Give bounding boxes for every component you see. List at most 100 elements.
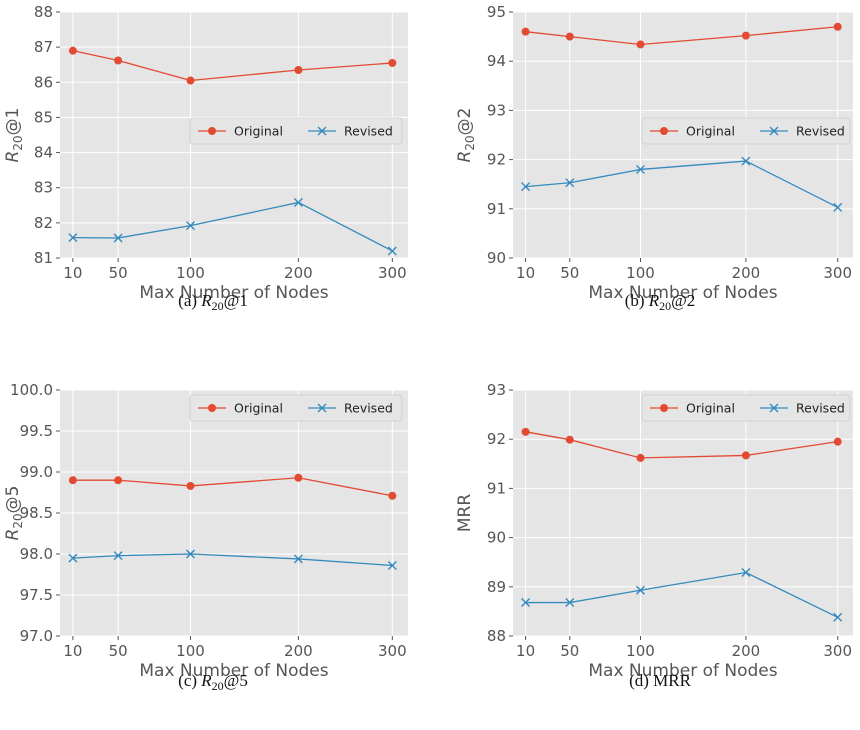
legend-label-original: Original: [686, 401, 735, 416]
x-tick-label: 100: [626, 264, 655, 282]
data-point-revised: [636, 585, 645, 595]
data-point-original: [114, 56, 123, 65]
x-tick-label: 10: [63, 264, 82, 282]
legend-box: [189, 394, 403, 422]
y-tick-label: 98.5: [20, 504, 53, 522]
x-axis-title: Max Number of Nodes: [588, 661, 777, 681]
y-tick-label: 88: [34, 3, 53, 21]
x-tick-label: 100: [176, 642, 205, 660]
data-point-revised: [565, 178, 575, 188]
legend-marker-revised: [769, 126, 779, 136]
data-point-revised: [68, 233, 78, 243]
legend-marker-revised: [317, 126, 327, 136]
data-point-revised: [68, 553, 78, 563]
y-tick-label: 92: [487, 151, 506, 169]
data-point-revised: [186, 549, 195, 559]
data-point-revised: [741, 156, 751, 166]
y-tick-label: 92: [487, 430, 506, 448]
data-point-revised: [521, 598, 531, 608]
data-point-original: [294, 65, 303, 74]
x-tick-label: 50: [109, 642, 128, 660]
data-point-revised: [387, 246, 397, 256]
plot-area: [513, 390, 853, 636]
y-tick-label: 82: [34, 214, 53, 232]
x-tick-label: 50: [109, 264, 128, 282]
legend-box: [641, 117, 851, 145]
legend-marker-revised: [317, 403, 327, 413]
y-tick-label: 85: [34, 108, 53, 126]
data-point-original: [68, 476, 77, 485]
chart-panel-2: 90 91 92 93 94 95 10 50 100 200 300 Max Number of N…: [455, 3, 853, 313]
x-tick-label: 10: [63, 642, 82, 660]
x-tick-label: 300: [823, 642, 852, 660]
y-tick-label: 88: [487, 627, 506, 645]
data-point-original: [186, 481, 195, 490]
x-tick-label: 100: [626, 642, 655, 660]
data-point-revised: [636, 164, 645, 174]
data-point-original: [294, 473, 303, 482]
legend-label-original: Original: [234, 124, 283, 139]
data-point-original: [68, 46, 77, 55]
y-axis-title: R20@2: [455, 108, 477, 163]
legend-label-revised: Revised: [796, 124, 845, 139]
y-tick-label: 84: [34, 144, 53, 162]
data-point-original: [388, 491, 397, 500]
data-point-revised: [113, 233, 123, 243]
x-tick-label: 200: [732, 264, 761, 282]
data-point-original: [521, 27, 530, 36]
x-tick-label: 50: [560, 642, 579, 660]
data-point-revised: [113, 551, 123, 561]
panel-caption: (b) R20@2: [625, 291, 696, 313]
x-tick-label: 100: [176, 264, 205, 282]
y-tick-label: 91: [487, 200, 506, 218]
y-tick-label: 100.0: [10, 381, 53, 399]
data-point-original: [636, 40, 645, 49]
legend-label-revised: Revised: [796, 401, 845, 416]
legend-box: [641, 394, 851, 422]
y-tick-label: 99.0: [20, 463, 53, 481]
legend-label-revised: Revised: [344, 401, 393, 416]
data-point-revised: [293, 554, 303, 564]
data-point-revised: [833, 612, 843, 622]
y-axis-title: MRR: [455, 494, 475, 532]
legend-label-original: Original: [234, 401, 283, 416]
y-tick-label: 94: [487, 52, 506, 70]
x-axis-title: Max Number of Nodes: [588, 283, 777, 303]
data-point-original: [388, 58, 397, 67]
legend-marker-original: [660, 404, 668, 412]
data-point-original: [741, 31, 750, 40]
x-tick-label: 10: [516, 264, 535, 282]
y-tick-label: 95: [487, 3, 506, 21]
data-point-original: [114, 476, 123, 485]
x-tick-label: 300: [378, 264, 407, 282]
data-point-original: [833, 437, 842, 446]
legend-label-revised: Revised: [344, 124, 393, 139]
data-point-original: [565, 435, 574, 444]
y-tick-label: 90: [487, 529, 506, 547]
data-point-original: [565, 32, 574, 41]
y-tick-label: 90: [487, 249, 506, 267]
y-axis-title: R20@1: [3, 108, 25, 163]
y-tick-label: 98.0: [20, 545, 53, 563]
y-tick-label: 83: [34, 179, 53, 197]
y-tick-label: 97.5: [20, 586, 53, 604]
chart-panel-1: 81 82 83 84 85 86 87 88 10 50 100 200 300 Max Number …: [3, 3, 408, 313]
chart-panel-3: 97.0 97.5 98.0 98.5 99.0 99.5 100.0 10 50 100 200 3…: [3, 381, 408, 693]
data-point-revised: [521, 182, 531, 192]
y-axis-title: R20@5: [3, 486, 25, 541]
chart-panel-4: 88 89 90 91 92 93 10 50 100 200 300 Max Number of N…: [455, 381, 853, 690]
data-point-revised: [741, 568, 751, 578]
data-point-revised: [293, 197, 303, 207]
data-point-revised: [387, 560, 397, 570]
x-tick-label: 200: [732, 642, 761, 660]
legend: Original Revised: [641, 394, 851, 422]
y-tick-label: 91: [487, 479, 506, 497]
x-tick-label: 300: [378, 642, 407, 660]
y-tick-label: 86: [34, 73, 53, 91]
x-tick-label: 10: [516, 642, 535, 660]
data-point-original: [186, 76, 195, 85]
legend-box: [189, 117, 403, 145]
panel-caption: (d) MRR: [629, 671, 692, 690]
y-tick-label: 93: [487, 101, 506, 119]
